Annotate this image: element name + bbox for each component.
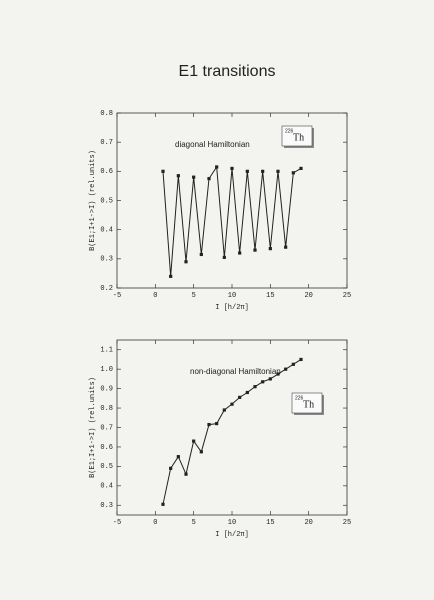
y-tick-label: 0.6 <box>100 444 113 452</box>
x-axis-label: I [h/2π] <box>215 304 249 312</box>
x-tick-label: 20 <box>304 519 312 527</box>
data-point <box>161 169 165 173</box>
data-point <box>284 245 288 249</box>
data-point <box>192 439 196 443</box>
annotation: diagonal Hamiltonian <box>175 140 250 149</box>
x-tick-label: 10 <box>228 292 236 300</box>
isotope-box <box>291 392 323 414</box>
x-tick-label: 25 <box>343 519 351 527</box>
data-point <box>207 422 211 427</box>
x-tick-label: 10 <box>228 519 236 527</box>
isotope-mass: 226 <box>295 395 304 401</box>
x-tick-label: 5 <box>192 292 196 300</box>
data-point <box>299 357 303 362</box>
annotation: non-diagonal Hamiltonian <box>190 367 281 376</box>
data-point <box>299 166 303 171</box>
x-tick-label: 25 <box>343 292 351 300</box>
y-tick-label: 0.9 <box>100 385 113 393</box>
y-tick-label: 0.4 <box>100 483 113 491</box>
x-tick-label: 0 <box>153 519 157 527</box>
data-point <box>192 175 196 179</box>
y-tick-label: 1.0 <box>100 366 113 374</box>
data-point <box>268 247 272 251</box>
isotope-box <box>281 125 313 147</box>
data-point <box>161 502 165 506</box>
data-point <box>176 455 180 459</box>
data-point <box>222 408 226 412</box>
x-tick-label: 15 <box>266 292 274 300</box>
data-point <box>238 251 242 255</box>
y-tick-label: 0.8 <box>100 405 113 413</box>
data-point <box>230 402 234 406</box>
x-tick-label: 0 <box>153 292 157 300</box>
data-point <box>253 385 257 389</box>
data-point <box>215 165 219 169</box>
x-tick-label: 15 <box>266 519 274 527</box>
x-tick-label: 20 <box>304 292 312 300</box>
page-title: E1 transitions <box>179 63 276 80</box>
data-point <box>261 169 265 173</box>
data-point <box>284 367 288 371</box>
data-point <box>230 166 234 171</box>
data-point <box>276 372 280 376</box>
data-point <box>207 177 211 181</box>
data-point <box>238 395 242 399</box>
y-axis-label: B(E1;I+1->I) (rel.units) <box>89 377 97 478</box>
data-point <box>199 252 203 257</box>
data-point <box>245 390 249 395</box>
x-tick-label: 5 <box>192 519 196 527</box>
x-tick-label: -5 <box>113 292 121 300</box>
y-axis-label: B(E1;I+1->I) (rel.units) <box>89 150 97 251</box>
x-tick-label: -5 <box>113 519 121 527</box>
y-tick-label: 0.4 <box>100 227 113 235</box>
data-point <box>222 255 226 259</box>
data-point <box>169 274 173 278</box>
data-point <box>169 466 173 470</box>
y-tick-label: 0.6 <box>100 168 113 176</box>
data-point <box>199 450 203 454</box>
y-tick-label: 0.3 <box>100 502 113 510</box>
y-tick-label: 0.5 <box>100 463 113 471</box>
data-point <box>215 422 219 426</box>
y-tick-label: 0.2 <box>100 285 113 293</box>
y-tick-label: 1.1 <box>100 347 113 355</box>
data-point <box>245 169 249 173</box>
isotope-mass: 226 <box>285 128 294 134</box>
data-point <box>291 362 295 366</box>
y-tick-label: 0.8 <box>100 110 113 118</box>
data-point <box>268 377 272 381</box>
data-point <box>184 260 188 264</box>
y-tick-label: 0.7 <box>100 139 113 147</box>
data-point <box>184 472 188 476</box>
data-point <box>176 174 180 178</box>
y-tick-label: 0.7 <box>100 424 113 432</box>
isotope-symbol: Th <box>303 399 314 410</box>
isotope-symbol: Th <box>293 132 304 143</box>
y-tick-label: 0.3 <box>100 256 113 264</box>
data-point <box>291 171 295 175</box>
y-tick-label: 0.5 <box>100 197 113 205</box>
x-axis-label: I [h/2π] <box>215 531 249 539</box>
data-point <box>261 380 265 384</box>
data-point <box>253 248 257 252</box>
data-point <box>276 169 280 173</box>
